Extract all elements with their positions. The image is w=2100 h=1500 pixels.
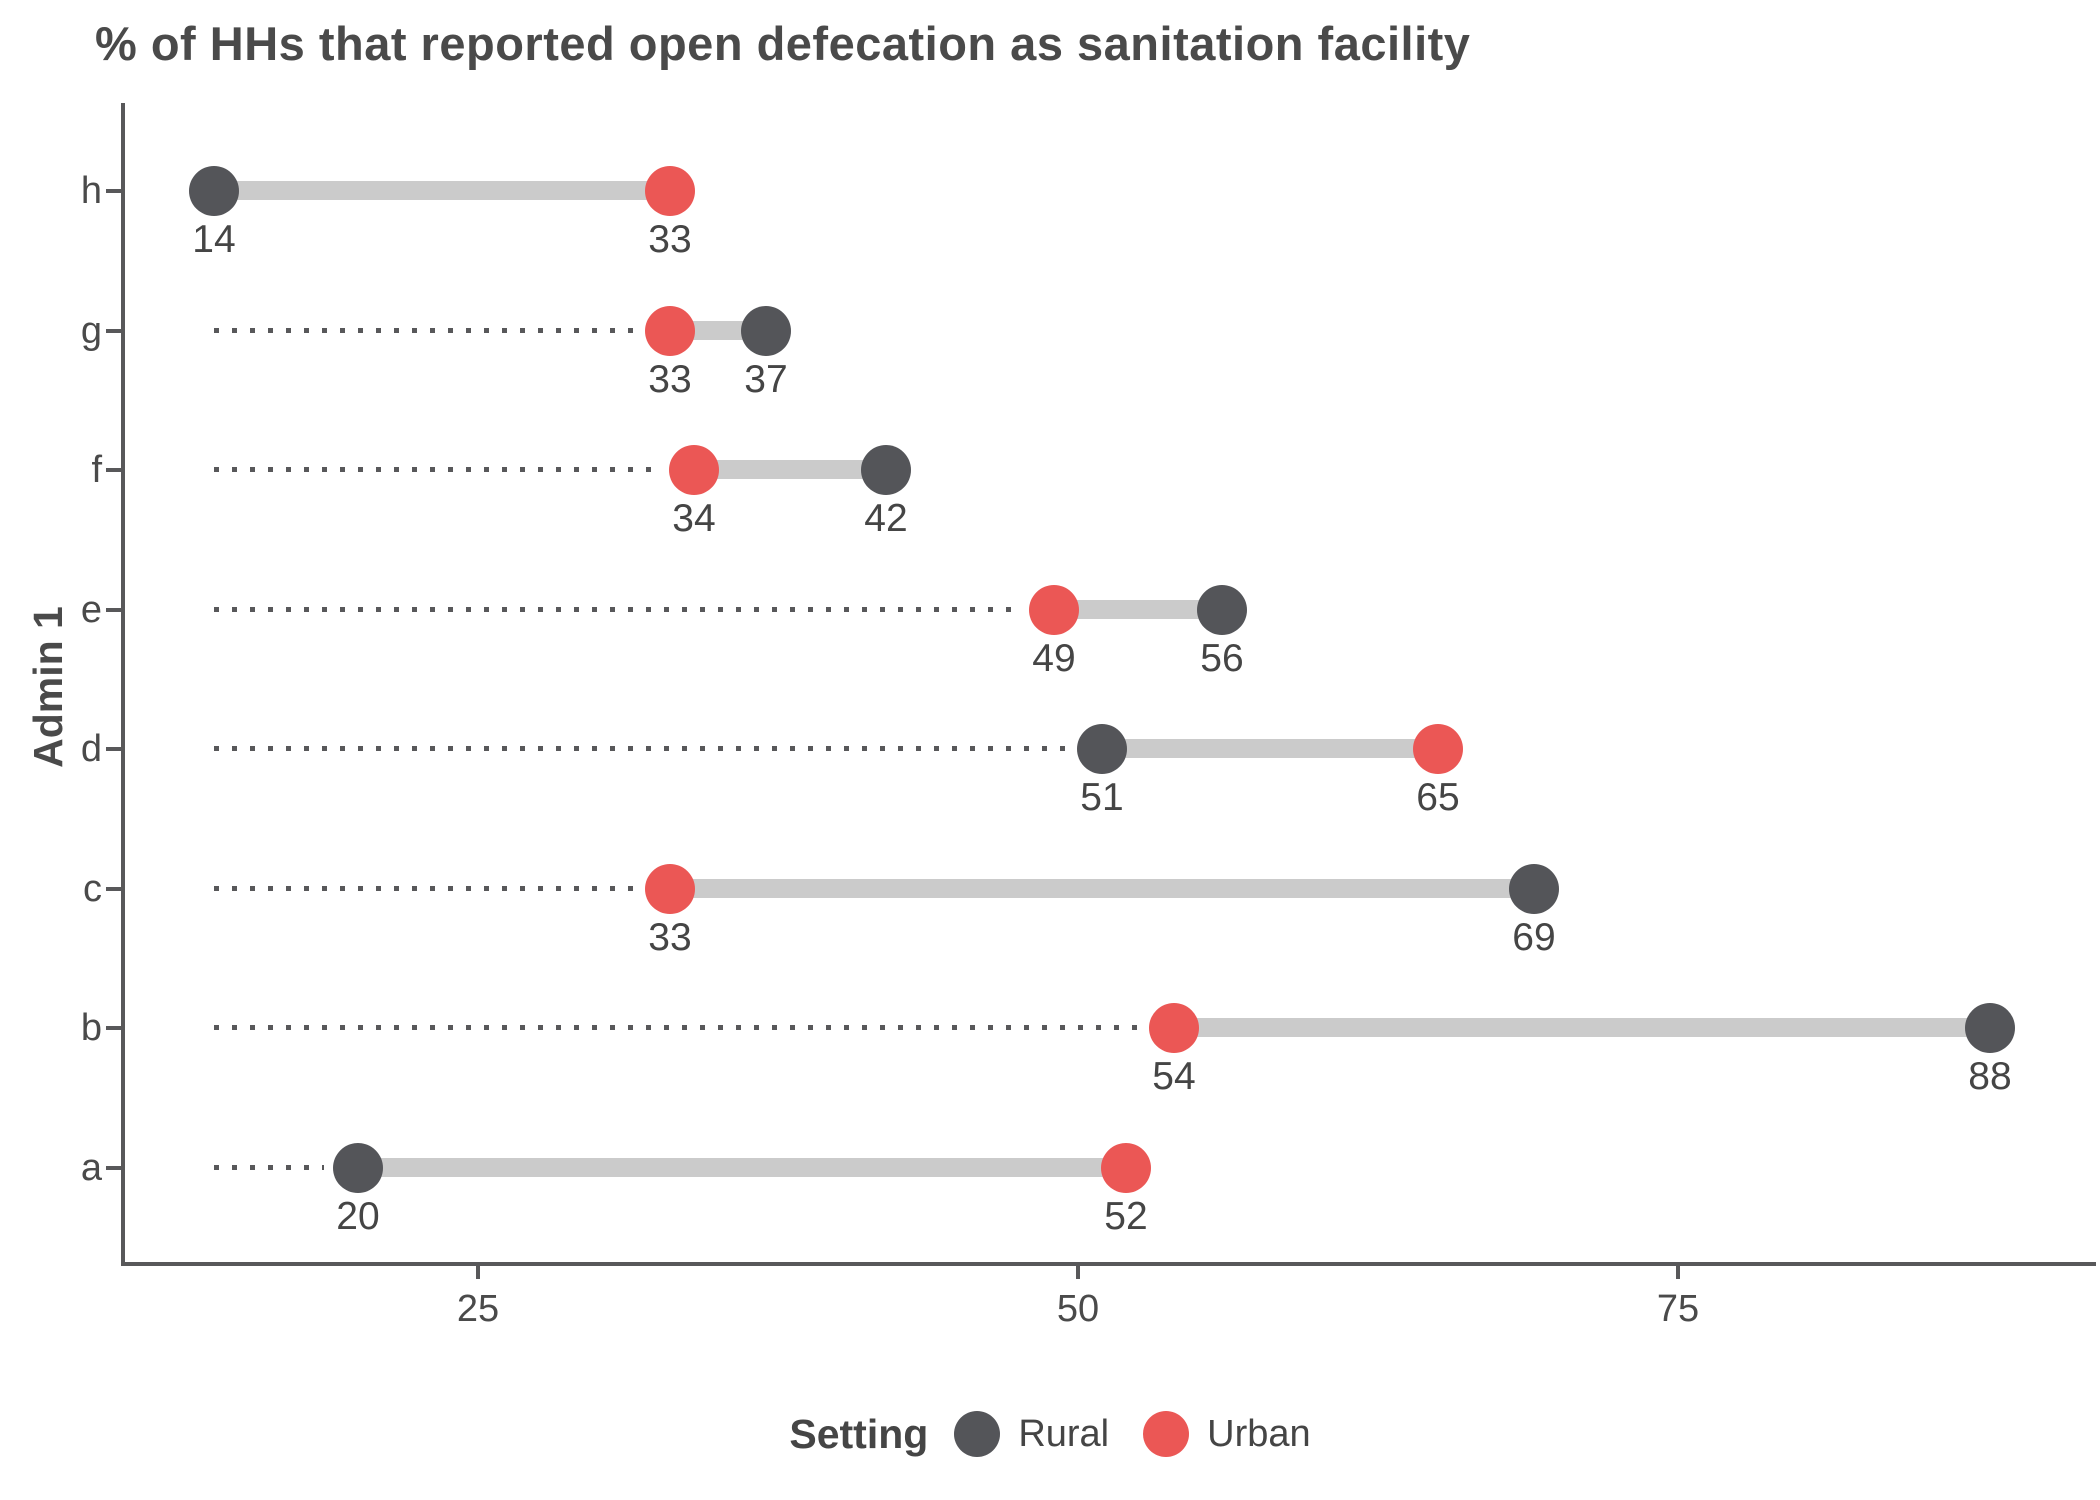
- rural-dot: [189, 166, 239, 216]
- rural-value-label: 88: [1968, 1055, 2012, 1099]
- rural-value-label: 56: [1200, 636, 1244, 680]
- connector-bar: [358, 1157, 1126, 1177]
- y-axis-tick: [106, 1026, 121, 1031]
- y-axis-category-label: b: [80, 1007, 102, 1050]
- y-axis-category-label: a: [80, 1146, 102, 1189]
- legend-title: Setting: [789, 1410, 929, 1457]
- urban-value-label: 49: [1032, 636, 1076, 680]
- y-axis-line: [121, 103, 125, 1266]
- urban-value-label: 34: [672, 497, 716, 541]
- leader-dotted-line: [214, 327, 636, 333]
- rural-value-label: 37: [744, 357, 788, 401]
- x-axis-tick: [1676, 1266, 1680, 1279]
- leader-dotted-line: [214, 467, 660, 473]
- connector-bar: [1174, 1018, 1990, 1038]
- urban-value-label: 33: [648, 357, 692, 401]
- connector-bar: [670, 878, 1534, 898]
- y-axis-tick: [106, 747, 121, 752]
- connector-bar: [1054, 599, 1222, 619]
- rural-value-label: 42: [864, 497, 908, 541]
- y-axis-tick: [106, 189, 121, 193]
- urban-dot: [669, 445, 719, 496]
- urban-dot: [645, 863, 695, 914]
- y-axis-tick: [106, 607, 121, 612]
- connector-bar: [694, 460, 886, 480]
- x-axis-tick-label: 50: [1056, 1288, 1100, 1330]
- connector-bar: [1102, 739, 1438, 759]
- legend-item-rural: Rural: [954, 1411, 1109, 1457]
- chart-title: % of HHs that reported open defecation a…: [95, 17, 1471, 70]
- urban-dot: [645, 166, 695, 216]
- rural-value-label: 69: [1512, 915, 1556, 959]
- urban-dot: [1413, 724, 1463, 775]
- urban-value-label: 33: [648, 218, 692, 261]
- rural-dot: [1965, 1003, 2015, 1054]
- rural-dot: [1197, 584, 1247, 635]
- legend-items: Rural Urban: [954, 1411, 1311, 1457]
- rural-value-label: 20: [336, 1194, 380, 1238]
- leader-dotted-line: [214, 606, 1020, 612]
- y-axis-tick: [106, 468, 121, 473]
- legend: Setting Rural Urban: [0, 1398, 2100, 1470]
- rural-dot: [1509, 863, 1559, 914]
- y-axis-tick: [106, 328, 121, 333]
- rural-dot: [861, 445, 911, 496]
- leader-dotted-line: [214, 1164, 324, 1170]
- urban-value-label: 52: [1104, 1194, 1148, 1238]
- urban-dot: [645, 305, 695, 356]
- x-axis-tick: [1076, 1266, 1080, 1279]
- rural-value-label: 14: [192, 218, 236, 261]
- connector-bar: [214, 181, 670, 200]
- y-axis-category-label: f: [91, 449, 102, 492]
- rural-dot: [1077, 724, 1127, 775]
- legend-swatch-rural: [954, 1411, 1001, 1457]
- urban-dot: [1029, 584, 1079, 635]
- leader-dotted-line: [214, 885, 636, 891]
- rural-dot: [333, 1142, 383, 1193]
- x-axis-tick: [476, 1266, 480, 1279]
- urban-dot: [1149, 1003, 1199, 1054]
- urban-value-label: 54: [1152, 1055, 1196, 1099]
- x-axis-tick-label: 25: [456, 1288, 500, 1330]
- legend-label: Urban: [1207, 1412, 1311, 1455]
- y-axis-category-label: h: [80, 170, 102, 212]
- urban-value-label: 33: [648, 915, 692, 959]
- x-axis-tick-label: 75: [1656, 1288, 1700, 1330]
- y-axis-category-label: d: [80, 728, 102, 771]
- x-axis-line: [121, 1262, 2096, 1266]
- y-axis-tick: [106, 886, 121, 891]
- rural-dot: [741, 305, 791, 356]
- y-axis-category-label: e: [80, 588, 102, 631]
- legend-swatch-urban: [1143, 1411, 1190, 1457]
- y-axis-category-label: c: [83, 867, 102, 910]
- y-axis-tick: [106, 1165, 121, 1170]
- leader-dotted-line: [214, 1025, 1140, 1031]
- legend-label: Rural: [1018, 1412, 1110, 1455]
- y-axis-category-label: g: [80, 309, 102, 352]
- leader-dotted-line: [214, 746, 1068, 752]
- legend-item-urban: Urban: [1143, 1411, 1311, 1457]
- rural-value-label: 51: [1080, 776, 1124, 820]
- urban-dot: [1101, 1142, 1151, 1193]
- urban-value-label: 65: [1416, 776, 1460, 820]
